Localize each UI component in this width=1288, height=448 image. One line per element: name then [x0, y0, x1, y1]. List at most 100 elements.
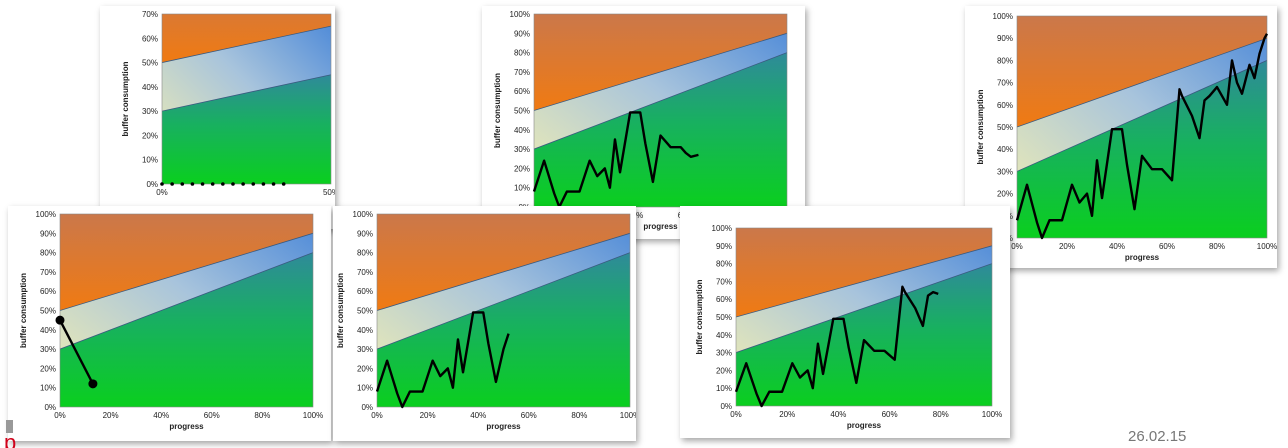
data-point [170, 182, 174, 186]
y-tick-label: 100% [353, 210, 373, 219]
y-tick-label: 50% [357, 307, 373, 316]
y-tick-label: 50% [716, 313, 732, 322]
y-tick-label: 100% [510, 10, 530, 19]
data-point [88, 379, 98, 389]
brand-logo-fragment: p [2, 420, 16, 448]
y-axis-label: buffer consumption [695, 279, 704, 354]
upper-boundary-line [162, 25, 331, 63]
y-tick-label: 50% [514, 107, 530, 116]
x-tick-label: 0% [730, 410, 742, 419]
plot-border [735, 227, 993, 407]
y-tick-label: 10% [40, 384, 56, 393]
x-tick-label: 60% [521, 411, 537, 420]
y-tick-label: 20% [357, 364, 373, 373]
y-tick-label: 30% [357, 345, 373, 354]
chart-svg-5: 0% 10% 20% 30% 40% 50% 60% 70% 80% 90% 100% 0% 20% 40… [336, 210, 636, 431]
x-tick-label: 80% [571, 411, 587, 420]
lower-boundary-line [534, 52, 787, 150]
y-tick-label: 0% [720, 402, 732, 411]
y-tick-label: 0% [44, 403, 56, 412]
y-tick-label: 40% [40, 326, 56, 335]
x-tick-label: 20% [103, 411, 119, 420]
upper-boundary-line [736, 245, 992, 318]
red-zone [60, 214, 313, 311]
data-point [55, 315, 65, 325]
y-tick-label: 20% [997, 190, 1013, 199]
y-tick-label: 60% [40, 287, 56, 296]
y-tick-label: 40% [997, 145, 1013, 154]
data-point [190, 182, 195, 186]
data-series-line [532, 111, 699, 209]
x-tick-label: 60% [882, 410, 898, 419]
y-tick-label: 60% [514, 87, 530, 96]
upper-boundary-line [1017, 37, 1267, 128]
y-tick-label: 80% [997, 56, 1013, 65]
y-tick-label: 70% [357, 268, 373, 277]
y-tick-label: 70% [142, 10, 158, 19]
plot-border [59, 213, 314, 408]
y-tick-label: 20% [514, 164, 530, 173]
x-tick-label: 20% [1059, 242, 1075, 251]
red-zone [162, 14, 331, 63]
x-tick-label: 100% [303, 411, 323, 420]
y-tick-label: 20% [40, 364, 56, 373]
y-tick-label: 80% [357, 249, 373, 258]
y-tick-label: 40% [142, 83, 158, 92]
chart-panel-4: 0% 10% 20% 30% 40% 50% 60% 70% 80% 90% 100% 0% 20% 40… [8, 206, 331, 441]
chart-panel-5: 0% 10% 20% 30% 40% 50% 60% 70% 80% 90% 100% 0% 20% 40… [333, 206, 636, 441]
y-tick-label: 30% [142, 107, 158, 116]
x-tick-label: 0% [371, 411, 383, 420]
y-tick-label: 40% [514, 126, 530, 135]
y-axis-label: buffer consumption [336, 273, 345, 348]
data-series-line [375, 311, 510, 409]
y-tick-label: 90% [716, 242, 732, 251]
chart-svg-1: 0% 10% 20% 30% 40% 50% 60% 70% 0% 50% buffer consu… [121, 10, 335, 197]
data-point [251, 182, 256, 186]
plot-border [533, 13, 788, 208]
y-tick-label: 10% [142, 156, 158, 165]
x-tick-label: 80% [933, 410, 949, 419]
y-tick-label: 20% [716, 366, 732, 375]
x-tick-label: 40% [153, 411, 169, 420]
y-tick-label: 30% [997, 167, 1013, 176]
y-tick-label: 10% [357, 384, 373, 393]
y-tick-label: 0% [361, 403, 373, 412]
data-point [231, 182, 235, 186]
y-tick-label: 60% [997, 101, 1013, 110]
data-point [241, 182, 245, 186]
y-axis-label: buffer consumption [19, 273, 28, 348]
chart-svg-4: 0% 10% 20% 30% 40% 50% 60% 70% 80% 90% 100% 0% 20% 40… [19, 210, 323, 431]
y-tick-label: 100% [712, 224, 732, 233]
data-series-line [1015, 33, 1269, 240]
x-axis-label: progress [643, 222, 678, 231]
x-tick-label: 40% [470, 411, 486, 420]
chart-panel-3: 0%10%20%30%40%50%60%70%80%90%100%0%20%40… [965, 6, 1277, 268]
x-tick-label: 20% [779, 410, 795, 419]
y-tick-label: 20% [142, 131, 158, 140]
red-zone [736, 228, 992, 317]
y-tick-label: 40% [357, 326, 373, 335]
chart-panel-1: 0% 10% 20% 30% 40% 50% 60% 70% 0% 50% buffer consu… [100, 6, 335, 229]
data-series-line [58, 319, 94, 385]
y-tick-label: 70% [40, 268, 56, 277]
y-axis-label: buffer consumption [976, 89, 985, 164]
x-tick-label: 0% [1011, 242, 1023, 251]
x-tick-label: 0% [54, 411, 66, 420]
logo-letter: p [4, 430, 16, 448]
y-tick-label: 70% [514, 68, 530, 77]
y-tick-label: 50% [997, 123, 1013, 132]
plot-border [161, 13, 332, 185]
x-tick-label: 80% [1209, 242, 1225, 251]
y-tick-label: 30% [40, 345, 56, 354]
data-point [221, 182, 225, 186]
green-zone [377, 252, 630, 407]
x-tick-label: 100% [1257, 242, 1277, 251]
y-tick-label: 10% [514, 184, 530, 193]
data-point [271, 182, 276, 186]
x-tick-label: 60% [204, 411, 220, 420]
y-tick-label: 80% [716, 260, 732, 269]
plot-border [376, 213, 631, 408]
upper-boundary-line [60, 232, 313, 311]
y-tick-label: 60% [716, 295, 732, 304]
chart-panel-6: 0% 10% 20% 30% 40% 50% 60% 70% 80% 90% 100% 0% 20% 40… [680, 206, 1010, 438]
